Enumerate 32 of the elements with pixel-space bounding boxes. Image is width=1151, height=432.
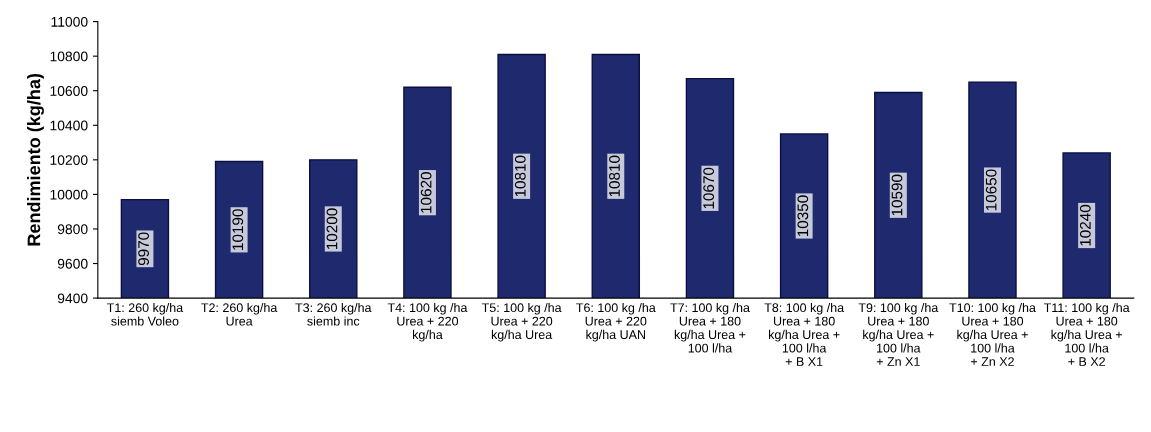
y-tick-label: 10600	[50, 86, 88, 96]
data-label: 10240	[1079, 204, 1091, 246]
y-tick-label: 10000	[50, 189, 88, 200]
x-tick-label: T8: 100 kg /ha Urea + 180 kg/ha Urea + 100 l/ha + B X1	[764, 302, 845, 366]
data-label: 10670	[703, 167, 715, 209]
x-tick-label: T10: 100 kg /ha Urea + 180 kg/ha Urea + 100 l/ha + Zn X2	[949, 302, 1036, 366]
y-axis-title: Rendimiento (kg/ha)	[27, 73, 44, 246]
data-label: 9970	[138, 232, 150, 266]
data-label: 10350	[797, 195, 809, 237]
x-tick-label: T7: 100 kg /ha Urea + 180 kg/ha Urea + 100 l/ha	[670, 302, 750, 353]
x-tick-label: T6: 100 kg /ha Urea + 220 kg/ha UAN	[576, 302, 656, 342]
y-tick-label: 9600	[57, 258, 88, 269]
data-label: 10810	[514, 155, 526, 197]
data-label: 10200	[326, 208, 338, 250]
x-tick-label: T3: 260 kg/ha siemb inc	[295, 302, 372, 326]
y-tick-label: 10800	[50, 51, 88, 62]
y-tick-label: 10200	[50, 155, 88, 166]
data-label: 10810	[609, 155, 620, 197]
data-label: 10190	[232, 209, 244, 250]
data-label: 10620	[420, 172, 432, 213]
x-tick-label: T2: 260 kg/ha Urea	[201, 302, 278, 326]
y-tick-label: 9800	[57, 224, 88, 235]
x-tick-label: T11: 100 kg /ha Urea + 180 kg/ha Urea + 100 l/ha + B X2	[1043, 302, 1130, 366]
x-tick-label: T5: 100 kg /ha Urea + 220 kg/ha Urea	[481, 302, 562, 342]
y-tick-label: 11000	[51, 16, 88, 27]
x-tick-label: T4: 100 kg /ha Urea + 220 kg/ha	[387, 302, 468, 342]
x-tick-label: T9: 100 kg /ha Urea + 180 kg/ha Urea + 100 l/ha + Zn X1	[858, 302, 939, 366]
y-tick-label: 9400	[57, 293, 88, 304]
data-label: 10590	[891, 174, 903, 216]
x-tick-label: T1: 260 kg/ha siemb Voleo	[106, 302, 184, 326]
data-label: 10650	[985, 169, 997, 211]
y-tick-label: 10400	[50, 120, 88, 131]
